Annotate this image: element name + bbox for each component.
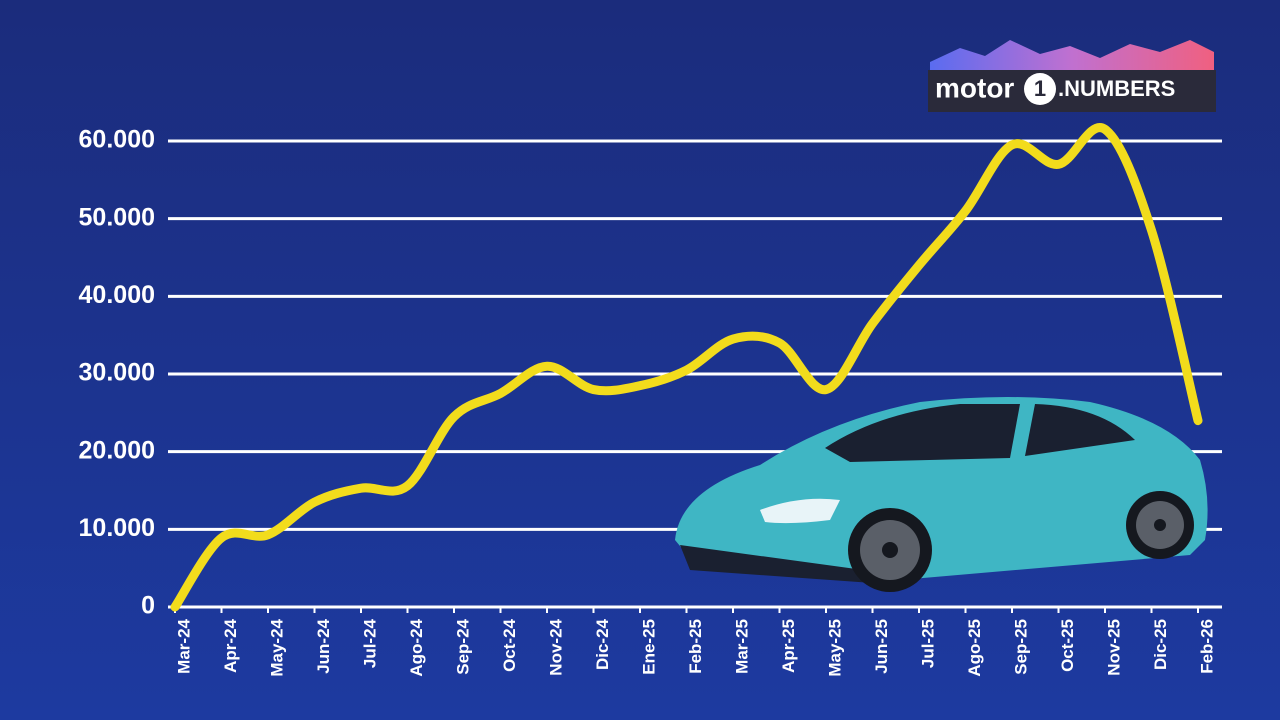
x-tick-label: Oct-25 — [1058, 619, 1077, 672]
logo-suffix: .NUMBERS — [1058, 76, 1175, 101]
x-tick-label: Jun-25 — [872, 619, 891, 674]
logo-number: 1 — [1034, 76, 1046, 101]
x-tick-label: Dic-24 — [593, 618, 612, 670]
x-tick-label: May-24 — [267, 618, 286, 676]
x-tick-label: Mar-25 — [732, 619, 751, 674]
y-tick-label: 0 — [141, 592, 155, 620]
y-tick-label: 10.000 — [79, 514, 155, 542]
y-tick-label: 60.000 — [79, 126, 155, 154]
x-tick-label: Jul-25 — [918, 619, 937, 668]
y-tick-label: 50.000 — [79, 203, 155, 231]
x-tick-label: Ago-24 — [407, 618, 426, 676]
x-tick-label: Ene-25 — [639, 619, 658, 675]
x-tick-label: Sep-25 — [1011, 619, 1030, 675]
x-tick-label: Ago-25 — [965, 619, 984, 677]
x-tick-label: Apr-25 — [779, 619, 798, 673]
y-tick-label: 40.000 — [79, 281, 155, 309]
line — [170, 123, 1203, 612]
y-tick-label: 20.000 — [79, 436, 155, 464]
logo: motor 1 .NUMBERS — [928, 40, 1216, 112]
y-tick-label: 30.000 — [79, 359, 155, 387]
x-tick-label: Sep-24 — [453, 618, 472, 674]
logo-brand: motor — [935, 72, 1014, 103]
x-tick-label: Feb-26 — [1197, 619, 1216, 674]
x-tick-label: Oct-24 — [500, 618, 519, 671]
x-tick-label: Dic-25 — [1151, 619, 1170, 670]
x-tick-label: Mar-24 — [174, 618, 193, 673]
car — [675, 397, 1208, 592]
x-tick-label: Feb-25 — [686, 619, 705, 674]
x-tick-label: Apr-24 — [221, 618, 240, 672]
x-tick-label: May-25 — [825, 619, 844, 677]
x-tick-label: Jul-24 — [360, 618, 379, 668]
x-tick-label: Jun-24 — [314, 618, 333, 673]
x-tick-label: Nov-25 — [1104, 619, 1123, 676]
x-tick-label: Nov-24 — [546, 618, 565, 675]
